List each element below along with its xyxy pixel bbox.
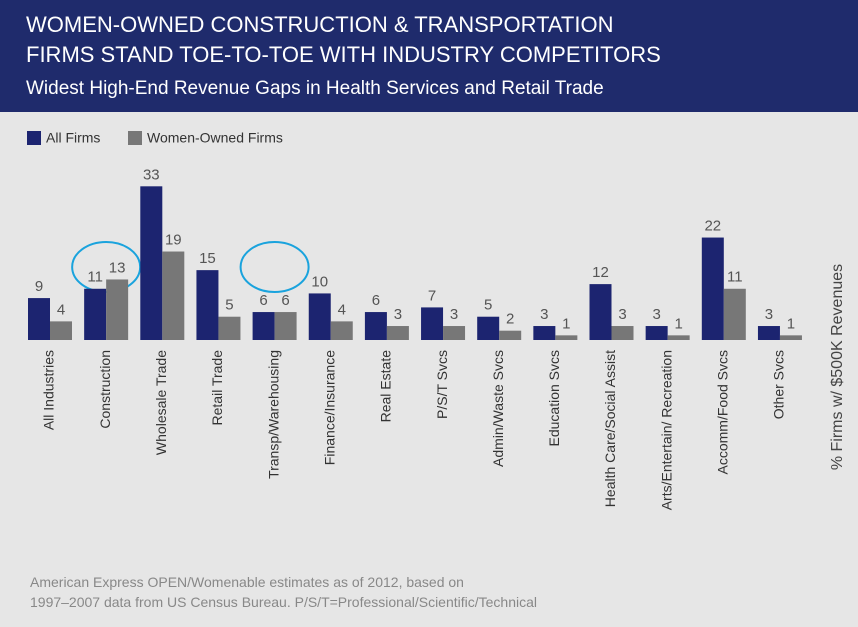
data-label: 9 <box>35 278 43 295</box>
bar <box>106 279 129 340</box>
highlight-circle <box>71 241 142 293</box>
bar <box>162 251 185 340</box>
x-tick-label: Education Svcs <box>546 350 562 447</box>
data-label: 12 <box>592 264 609 281</box>
data-label: 1 <box>674 315 682 332</box>
data-label: 33 <box>143 166 160 183</box>
data-label: 3 <box>765 306 773 323</box>
data-label: 15 <box>199 250 216 267</box>
bar <box>50 321 72 340</box>
bar <box>779 335 802 340</box>
bar <box>218 316 241 340</box>
bar <box>364 312 387 340</box>
bar <box>196 270 219 340</box>
x-tick-label: Health Care/Social Assist <box>602 350 618 507</box>
data-label: 5 <box>225 297 233 314</box>
data-label: 3 <box>394 306 402 323</box>
bar <box>555 335 578 340</box>
bar <box>443 326 466 340</box>
data-label: 10 <box>311 273 328 290</box>
data-label: 1 <box>562 315 570 332</box>
x-tick-label: P/S/T Svcs <box>434 350 450 419</box>
data-label: 6 <box>372 292 380 309</box>
chart-title: FIRMS STAND TOE-TO-TOE WITH INDUSTRY COM… <box>26 42 661 67</box>
legend-swatch <box>128 131 142 145</box>
y-axis-label: % Firms w/ $500K Revenues <box>829 264 846 470</box>
bar <box>667 335 690 340</box>
bar <box>757 326 780 340</box>
x-tick-label: Construction <box>97 350 113 429</box>
bar <box>330 321 353 340</box>
x-tick-label: Transp/Warehousing <box>265 350 281 479</box>
data-label: 11 <box>727 269 743 286</box>
data-label: 6 <box>259 292 267 309</box>
data-label: 22 <box>704 218 721 235</box>
bar <box>589 284 612 340</box>
data-label: 3 <box>652 306 660 323</box>
data-label: 19 <box>165 231 182 248</box>
data-label: 1 <box>787 315 795 332</box>
legend-label: All Firms <box>46 130 100 146</box>
chart-title: WOMEN-OWNED CONSTRUCTION & TRANSPORTATIO… <box>26 12 614 37</box>
bar <box>645 326 668 340</box>
data-label: 5 <box>484 297 492 314</box>
data-label: 3 <box>450 306 458 323</box>
x-tick-label: Retail Trade <box>209 350 225 426</box>
x-tick-label: Finance/Insurance <box>321 350 337 465</box>
data-label: 2 <box>506 311 514 328</box>
bar <box>611 326 634 340</box>
data-label: 11 <box>87 269 103 286</box>
x-tick-label: Accomm/Food Svcs <box>715 350 731 474</box>
bar <box>499 330 522 340</box>
bar <box>84 288 107 340</box>
bar <box>28 298 50 340</box>
bar <box>252 312 275 340</box>
legend-swatch <box>27 131 41 145</box>
highlight-circle <box>239 241 310 293</box>
bar <box>140 186 163 340</box>
x-tick-label: Admin/Waste Svcs <box>490 350 506 467</box>
bar <box>421 307 444 340</box>
bar <box>274 312 297 340</box>
bar <box>701 237 724 340</box>
bar <box>477 316 500 340</box>
bar <box>308 293 331 340</box>
data-label: 6 <box>281 292 289 309</box>
source-note: American Express OPEN/Womenable estimate… <box>30 574 464 590</box>
header: WOMEN-OWNED CONSTRUCTION & TRANSPORTATIO… <box>0 0 858 112</box>
bar <box>723 288 746 340</box>
data-label: 3 <box>540 306 548 323</box>
x-tick-label: Wholesale Trade <box>153 350 169 455</box>
bar <box>533 326 556 340</box>
chart-subtitle: Widest High-End Revenue Gaps in Health S… <box>26 78 604 99</box>
data-label: 4 <box>338 301 346 318</box>
data-label: 13 <box>109 259 126 276</box>
data-label: 4 <box>57 301 65 318</box>
data-label: 7 <box>428 287 436 304</box>
legend-label: Women-Owned Firms <box>147 130 283 146</box>
bar <box>386 326 409 340</box>
x-tick-label: Real Estate <box>378 350 394 423</box>
x-tick-label: All Industries <box>41 350 57 430</box>
x-tick-label: Arts/Entertain/ Recreation <box>658 350 674 510</box>
x-tick-label: Other Svcs <box>771 350 787 419</box>
data-label: 3 <box>618 306 626 323</box>
source-note: 1997–2007 data from US Census Bureau. P/… <box>30 594 538 610</box>
